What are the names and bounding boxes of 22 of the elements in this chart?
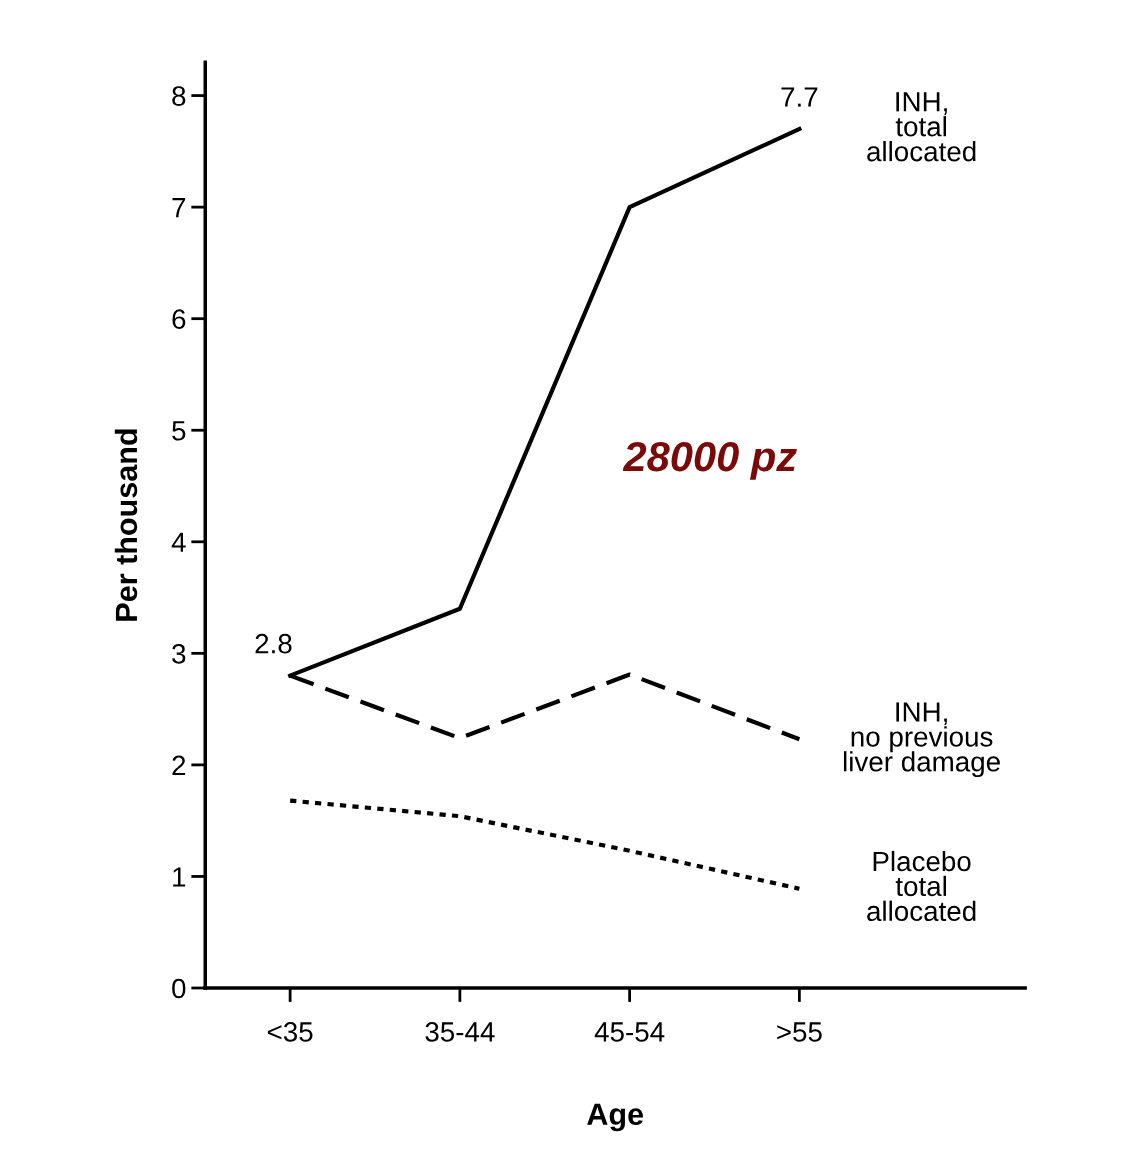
y-tick-label: 2 bbox=[172, 755, 186, 775]
y-tick-label: 8 bbox=[172, 86, 186, 106]
annotation: 28000 pz bbox=[622, 441, 797, 480]
text: INH, total allocated bbox=[867, 92, 976, 162]
y-tick-label: 0 bbox=[172, 978, 186, 999]
x-tick-label: >55 bbox=[777, 1022, 822, 1042]
line-series bbox=[288, 798, 802, 891]
text: Placebo total allocated bbox=[867, 850, 976, 922]
x-axis-title: Age bbox=[587, 1103, 644, 1132]
y-tick-label: 6 bbox=[172, 309, 186, 330]
y-tick-label: 7 bbox=[172, 198, 186, 218]
data-label: 7.7 bbox=[781, 87, 818, 107]
y-tick-label: 4 bbox=[171, 532, 186, 552]
y-axis-title: Per thousand bbox=[114, 429, 138, 621]
y-tick-label: 5 bbox=[172, 421, 186, 441]
x-tick-label: <35 bbox=[267, 1022, 313, 1042]
y-tick-label: 3 bbox=[172, 644, 186, 664]
x-tick-label: 35-44 bbox=[425, 1022, 495, 1042]
data-label: 2.8 bbox=[255, 633, 292, 654]
series-label: INH, no previous liver damage bbox=[843, 702, 1000, 778]
x-tick-label: 45-54 bbox=[594, 1022, 665, 1042]
y-tick-label: 1 bbox=[173, 867, 186, 887]
